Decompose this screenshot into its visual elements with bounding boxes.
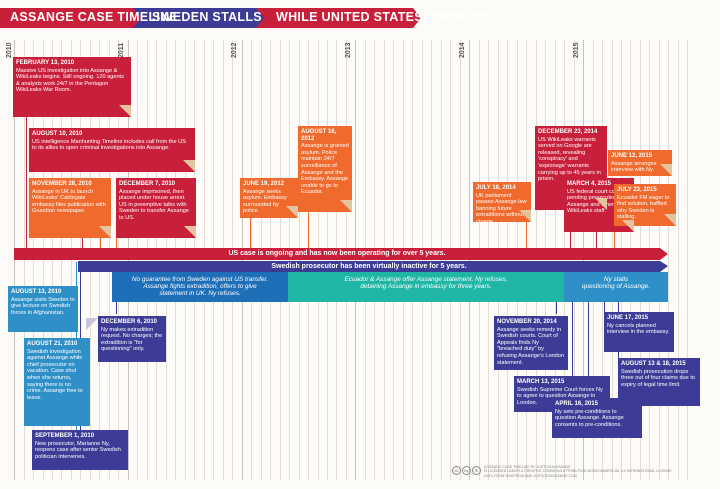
- connector-line: [588, 262, 589, 398]
- event-card: JUNE 17, 2015 Ny cancels planned intervi…: [604, 312, 674, 352]
- connector-line: [526, 210, 527, 250]
- event-card: NOVEMBER 28, 2010 Assange in UK to launc…: [29, 178, 111, 238]
- event-text: Assange is granted asylum. Police mainta…: [301, 143, 349, 196]
- event-card: AUGUST 16, 2012 Assange is granted asylu…: [298, 126, 352, 212]
- band-stalls-phase: Ny stalls questioning of Assange.: [564, 272, 668, 302]
- event-date: DECEMBER 6, 2010: [101, 319, 158, 325]
- event-card: AUGUST 13 & 18, 2015 Swedish prosecution…: [618, 358, 700, 406]
- event-card: JUNE 19, 2012 Assange seeks asylum. Emba…: [240, 178, 298, 218]
- event-card: NOVEMBER 20, 2014 Assange seeks remedy i…: [494, 316, 568, 370]
- us-case-bar-label: US case is ongoing and has now been oper…: [228, 250, 446, 257]
- connector-line: [618, 262, 619, 358]
- event-card: DECEMBER 6, 2010 Ny makes extradition re…: [98, 316, 166, 362]
- connector-line: [596, 214, 597, 250]
- header-title-main: ASSANGE CASE TIMELINE: [10, 10, 179, 24]
- band-uk-phase: No guarantee from Sweden against US tran…: [112, 272, 288, 302]
- event-card: JULY 23, 2015 Ecuador FM eager to find s…: [614, 184, 676, 226]
- event-text: Assange arranges interview with Ny.: [611, 160, 657, 174]
- event-text: Swedish investigation against Assange wh…: [27, 348, 83, 401]
- connector-line: [308, 212, 309, 250]
- cc-icon: cc: [452, 466, 461, 475]
- event-date: JULY 23, 2015: [617, 187, 657, 193]
- event-text: US intelligence Manhunting Timeline incl…: [32, 138, 186, 152]
- event-date: JUNE 19, 2012: [243, 181, 285, 187]
- month-grid-line: [677, 40, 679, 480]
- event-date: DECEMBER 7, 2010: [119, 181, 176, 187]
- event-date: NOVEMBER 20, 2014: [497, 319, 557, 325]
- event-card: JULY 18, 2014 UK parliament passes Assan…: [473, 182, 531, 222]
- event-card: DECEMBER 7, 2010 Assange imprisoned, the…: [116, 178, 196, 238]
- event-card: JUNE 12, 2015 Assange arranges interview…: [608, 150, 672, 176]
- connector-line: [250, 218, 251, 250]
- month-grid-line: [687, 40, 689, 480]
- event-text: Assange in UK to launch WikiLeaks' Cable…: [32, 188, 106, 215]
- event-text: Ny makes extradition request. No charges…: [101, 326, 163, 353]
- connector-line: [116, 238, 117, 250]
- band-embassy-phase: Ecuador & Assange offer Assange statemen…: [288, 272, 564, 302]
- event-text: Swedish Supreme Court forces Ny to agree…: [517, 386, 603, 406]
- event-date: FEBRUARY 13, 2010: [16, 60, 75, 66]
- connector-line: [572, 262, 573, 376]
- nc-icon: $: [472, 466, 481, 475]
- event-card: FEBRUARY 13, 2010 Massive US investigati…: [13, 57, 131, 117]
- event-date: AUGUST 10, 2010: [32, 131, 83, 137]
- event-date: NOVEMBER 28, 2010: [32, 181, 92, 187]
- event-text: Massive US investigation into Assange & …: [16, 67, 124, 94]
- event-card: AUGUST 13, 2010 Assange visits Sweden to…: [8, 286, 78, 332]
- event-date: JULY 18, 2014: [476, 185, 516, 191]
- event-text: Assange visits Sweden to give lecture on…: [11, 296, 75, 316]
- event-text: Ny cancels planned interview in the emba…: [607, 322, 670, 336]
- event-date: AUGUST 13 & 18, 2015: [621, 361, 686, 367]
- event-card: AUGUST 10, 2010 US intelligence Manhunti…: [29, 128, 195, 172]
- event-date: SEPTEMBER 1, 2010: [35, 433, 95, 439]
- license-footer: ASSANGE CASE TIMELINE BY JUSTICE4ASSANGE…: [484, 465, 672, 478]
- event-text: Assange seeks remedy in Swedish courts. …: [497, 326, 564, 366]
- event-text: Ecuador FM eager to find solution, baffl…: [617, 194, 670, 221]
- event-text: Assange imprisoned, then placed under ho…: [119, 188, 189, 221]
- connector-line: [100, 238, 101, 250]
- event-date: APRIL 16, 2015: [555, 401, 598, 407]
- event-card: SEPTEMBER 1, 2010 New prosecutor, Marian…: [32, 430, 128, 470]
- header-title-sweden: SWEDEN STALLS: [152, 10, 262, 24]
- event-date: JUNE 12, 2015: [611, 153, 653, 159]
- event-date: AUGUST 21, 2010: [27, 341, 78, 347]
- connector-line: [26, 92, 27, 250]
- event-text: US WikiLeaks warrants served on Google a…: [538, 136, 601, 183]
- event-date: AUGUST 13, 2010: [11, 289, 62, 295]
- sweden-bar-label: Swedish prosecutor has been virtually in…: [271, 263, 467, 270]
- header-ribbons: [0, 8, 421, 28]
- event-date: MARCH 13, 2015: [517, 379, 565, 385]
- event-date: DECEMBER 23, 2014: [538, 129, 598, 135]
- event-text: New prosecutor, Marianne Ny, reopens cas…: [35, 440, 121, 460]
- event-text: Swedish prosecution drops three out of f…: [621, 368, 696, 388]
- by-icon: by: [462, 466, 471, 475]
- event-text: Ny sets pre-conditions to question Assan…: [555, 408, 624, 428]
- event-text: Assange seeks asylum. Embassy surrounded…: [243, 188, 287, 215]
- event-date: AUGUST 16, 2012: [301, 129, 337, 142]
- event-date: MARCH 4, 2015: [567, 181, 612, 187]
- month-grid-line: [668, 40, 670, 480]
- event-date: JUNE 17, 2015: [607, 315, 649, 321]
- event-text: UK parliament passes Assange law banning…: [476, 192, 527, 222]
- event-card: AUGUST 21, 2010 Swedish investigation ag…: [24, 338, 90, 426]
